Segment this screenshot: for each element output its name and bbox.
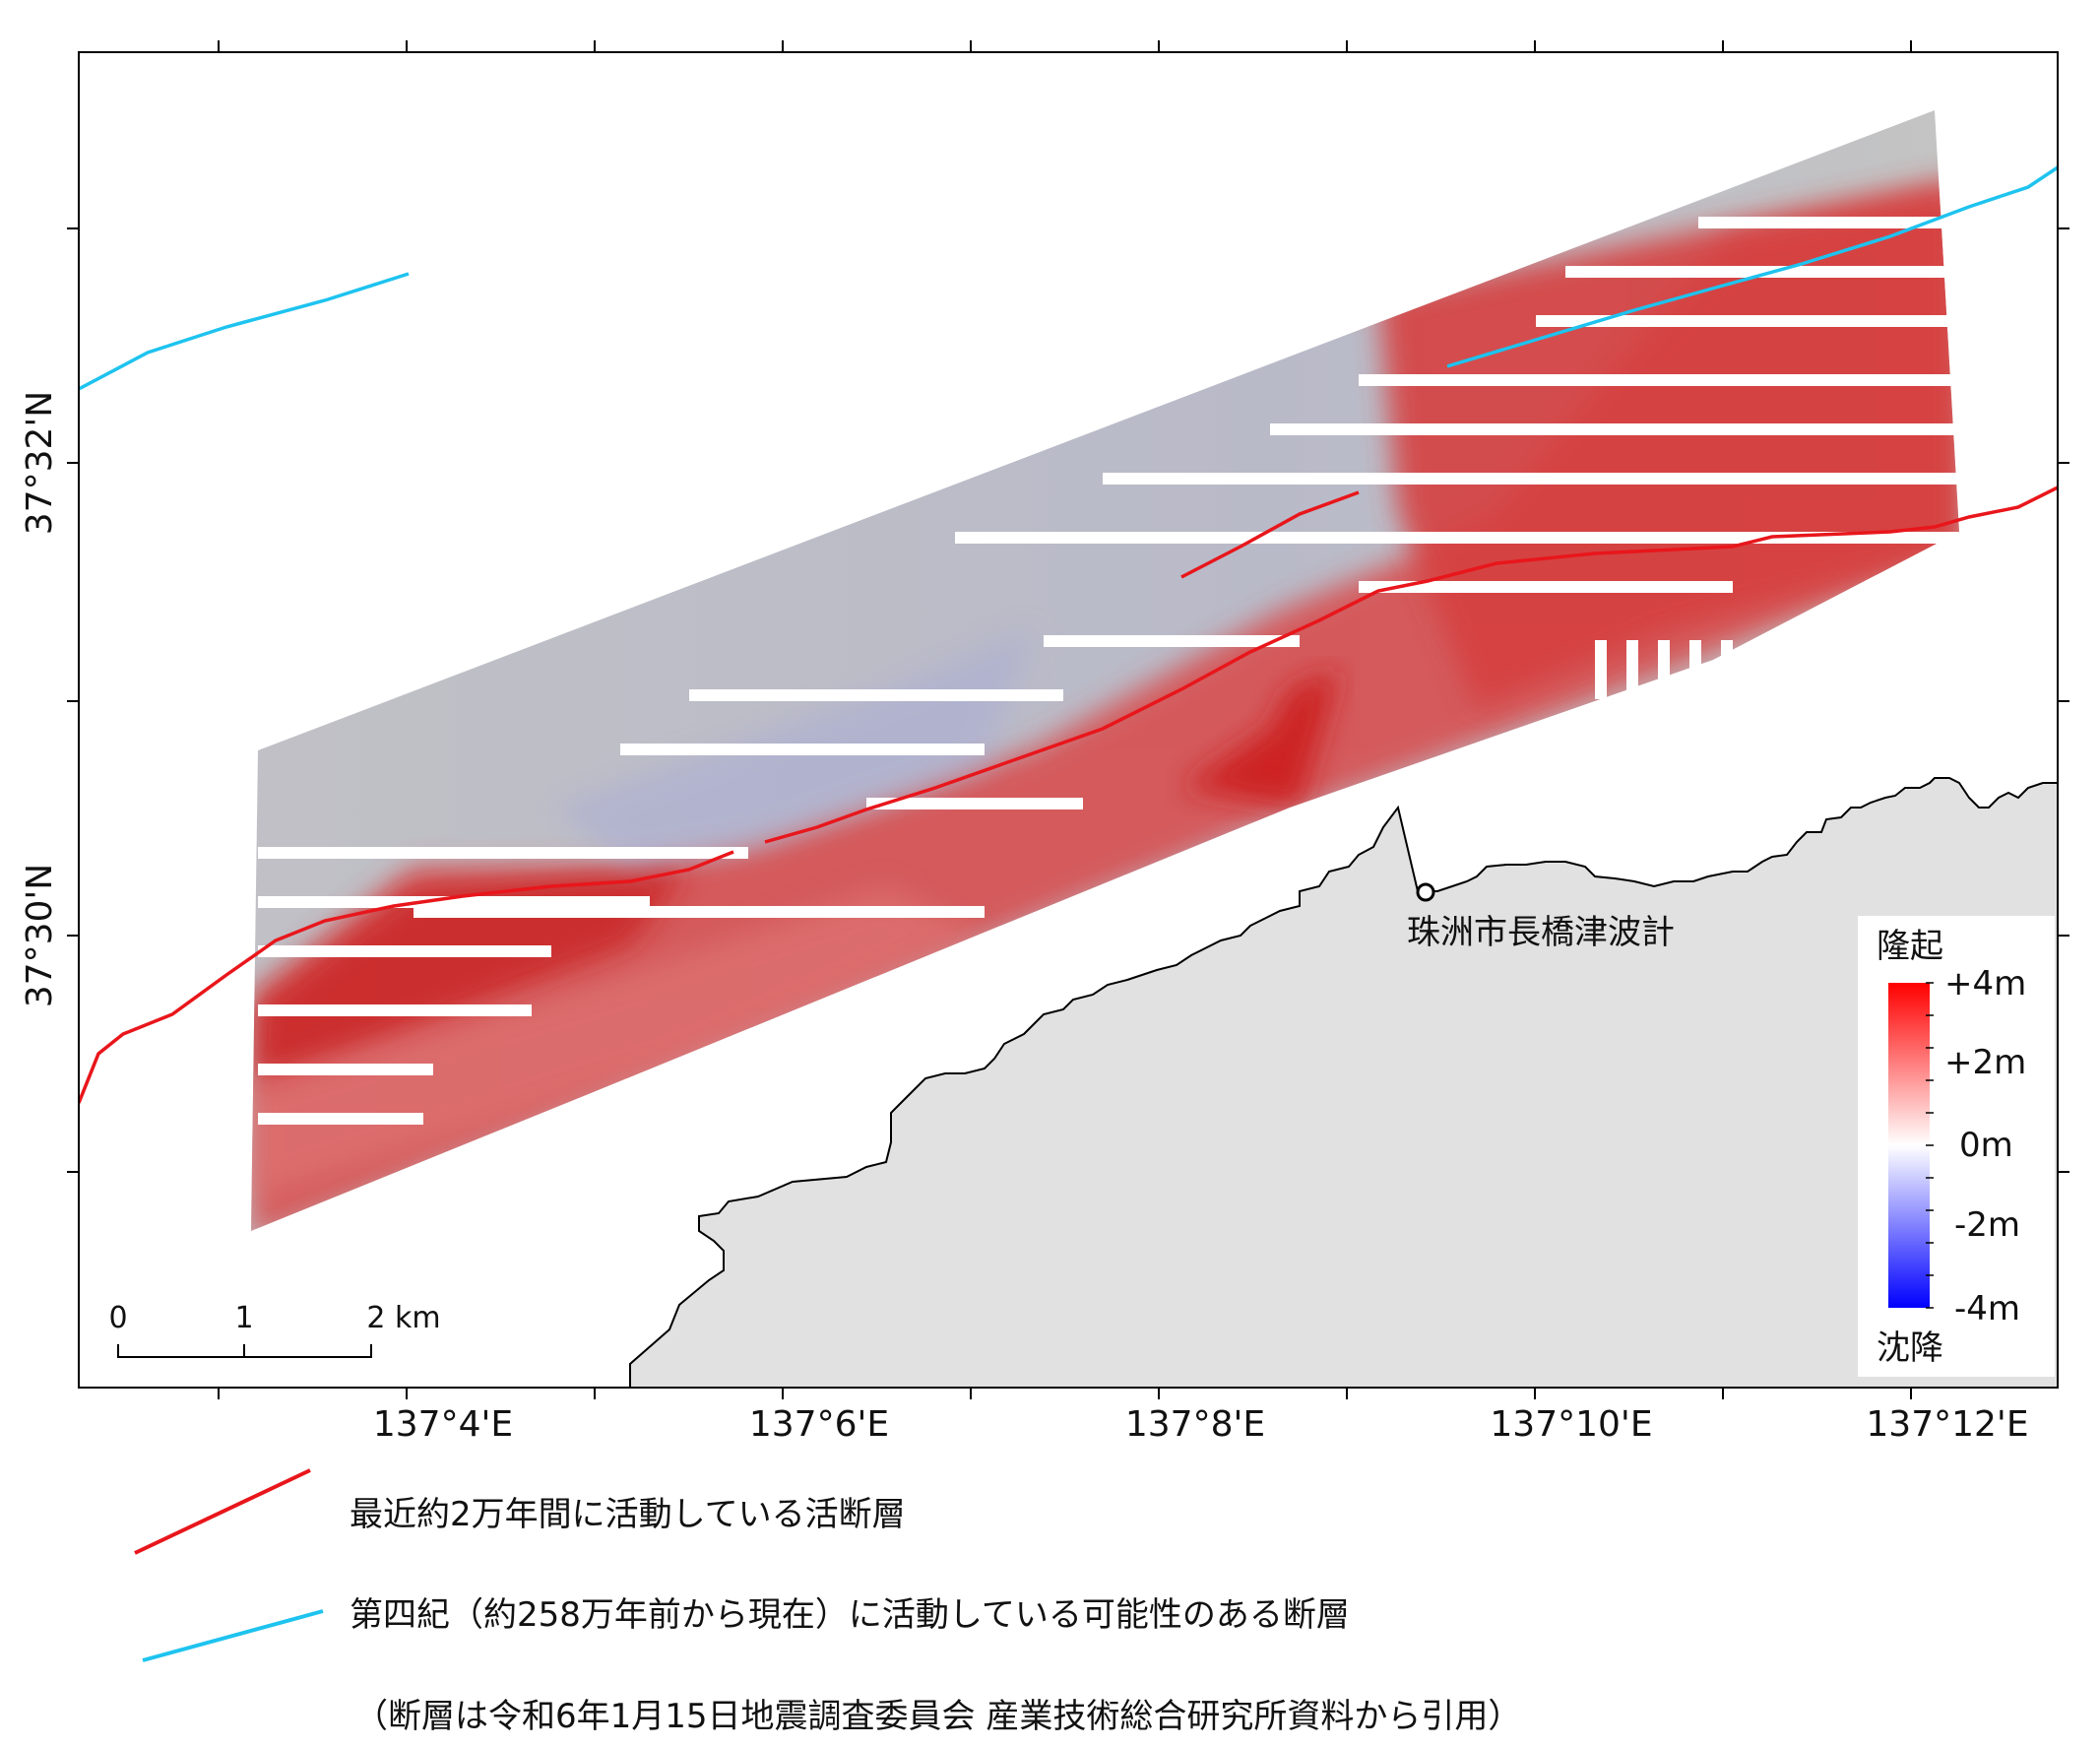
scale-bar: 0 1 2 km: [108, 1301, 441, 1358]
scale-tick-2: 2 km: [366, 1301, 440, 1335]
lon-label-1: 137°6'E: [749, 1404, 889, 1445]
legend-source-note: （断層は令和6年1月15日地震調査委員会 産業技術総合研究所資料から引用）: [354, 1697, 1522, 1736]
tide-gauge-marker: [1416, 882, 1435, 902]
uplift-zone: [251, 177, 1959, 1231]
longitude-labels: 137°4'E 137°6'E 137°8'E 137°10'E 137°12'…: [373, 1404, 2029, 1445]
survey-gaps: [258, 217, 1959, 1125]
lon-label-2: 137°8'E: [1125, 1404, 1265, 1445]
land-area: [629, 777, 2058, 1388]
lat-label-0: 37°32'N: [20, 391, 60, 535]
legend-active-fault-label: 最近約2万年間に活動している活断層: [350, 1495, 906, 1534]
scale-tick-0: 0: [108, 1301, 127, 1335]
colorbar-tick-1: +2m: [1944, 1043, 2026, 1082]
colorbar-gradient: [1888, 983, 1930, 1308]
legend-active-fault-swatch: [134, 1468, 311, 1555]
colorbar-tick-4: -4m: [1954, 1289, 2020, 1328]
legend-quaternary-fault-label: 第四紀（約258万年前から現在）に活動している可能性のある断層: [350, 1595, 1350, 1635]
lon-label-4: 137°12'E: [1866, 1404, 2028, 1445]
colorbar-tick-2: 0m: [1959, 1126, 2013, 1165]
legend-quaternary-fault-swatch: [142, 1609, 324, 1662]
colorbar-top-label: 隆起: [1877, 927, 1943, 966]
latitude-labels: 37°32'N 37°30'N: [20, 391, 60, 1007]
tide-gauge-label: 珠洲市長橋津波計: [1407, 913, 1675, 952]
colorbar: 隆起 +4m +2m 0m -2m -4m 沈降: [1858, 916, 2055, 1377]
quaternary-fault-lines: [79, 165, 2058, 391]
frame-ticks: [67, 40, 2069, 1399]
map-frame: [78, 51, 2059, 1389]
lon-label-0: 137°4'E: [373, 1404, 513, 1445]
scale-tick-1: 1: [234, 1301, 253, 1335]
colorbar-bottom-label: 沈降: [1877, 1328, 1943, 1368]
colorbar-tick-3: -2m: [1954, 1205, 2020, 1245]
lon-label-3: 137°10'E: [1490, 1404, 1652, 1445]
active-fault-lines: [79, 486, 2058, 1104]
colorbar-tick-0: +4m: [1944, 964, 2026, 1003]
lat-label-1: 37°30'N: [20, 864, 60, 1007]
